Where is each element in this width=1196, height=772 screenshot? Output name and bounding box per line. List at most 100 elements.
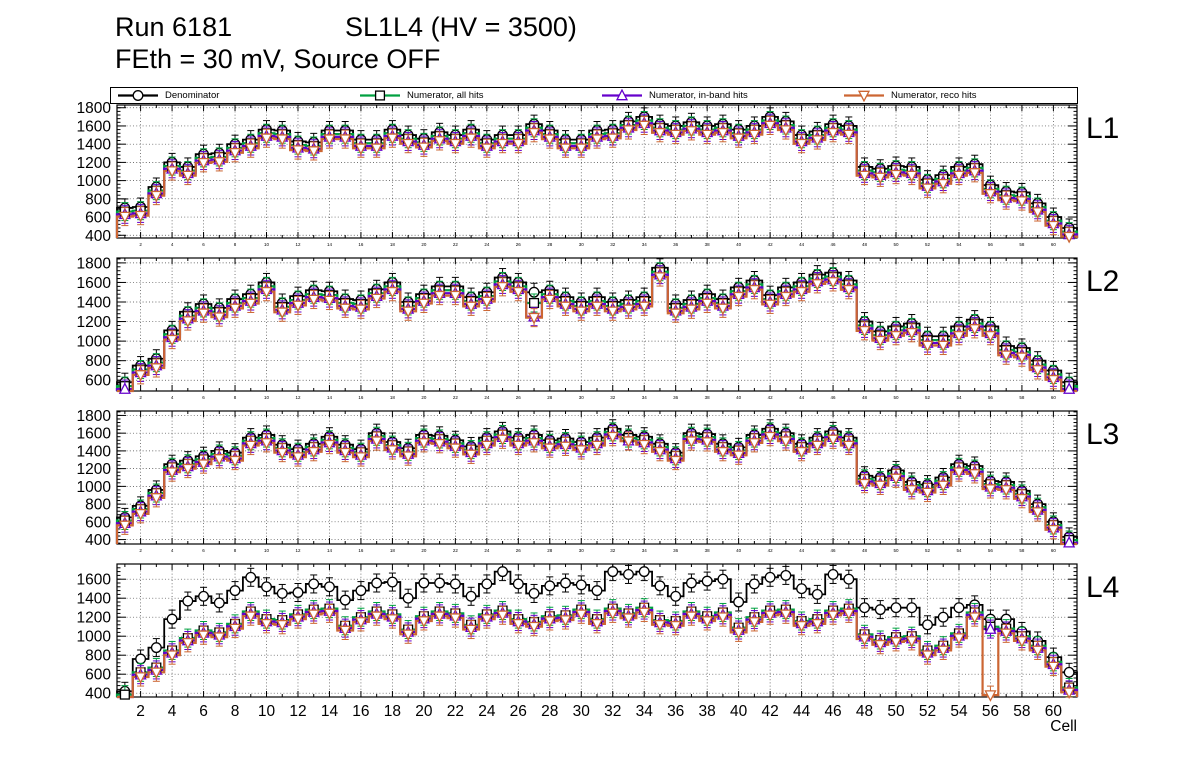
x-tick-label: 16 xyxy=(358,395,364,400)
x-tick-label: 48 xyxy=(862,242,868,247)
y-tick-label: 800 xyxy=(85,191,111,208)
x-tick-label: 36 xyxy=(673,548,679,553)
x-tick-label: 8 xyxy=(234,395,237,400)
x-tick-label: 58 xyxy=(1019,242,1025,247)
y-tick-label: 1200 xyxy=(77,610,112,627)
triangle-down-icon xyxy=(844,90,884,102)
x-tick-label: 38 xyxy=(699,703,716,720)
y-tick-label: 1400 xyxy=(77,295,112,312)
threshold-source-subtitle: FEth = 30 mV, Source OFF xyxy=(115,44,441,74)
y-tick-label: 1000 xyxy=(77,479,112,496)
x-tick-label: 30 xyxy=(573,703,591,720)
x-tick-label: 44 xyxy=(793,703,811,720)
x-tick-label: 20 xyxy=(421,548,427,553)
legend-entry-numerator_reco_hits: Numerator, reco hits xyxy=(843,89,977,102)
x-tick-label: 24 xyxy=(478,703,496,720)
x-tick-label: 40 xyxy=(730,703,748,720)
grid xyxy=(117,258,1077,391)
x-tick-label: 12 xyxy=(295,242,301,247)
legend-label: Numerator, reco hits xyxy=(891,90,977,101)
x-tick-label: 40 xyxy=(736,395,742,400)
x-tick-label: 18 xyxy=(384,703,401,720)
x-tick-label: 24 xyxy=(484,242,490,247)
x-tick-label: 6 xyxy=(199,703,208,720)
x-tick-label: 32 xyxy=(610,242,616,247)
circle-icon xyxy=(118,90,158,101)
x-tick-label: 38 xyxy=(705,242,711,247)
x-tick-label: 10 xyxy=(264,548,270,553)
x-tick-label: 26 xyxy=(516,548,522,553)
legend-entry-numerator_all_hits: Numerator, all hits xyxy=(359,89,484,102)
x-tick-label: 40 xyxy=(736,548,742,553)
x-tick-label: 34 xyxy=(642,395,648,400)
legend-entry-denominator: Denominator xyxy=(117,89,219,102)
y-tick-label: 1400 xyxy=(77,137,112,154)
panel-label-L1: L1 xyxy=(1086,112,1119,145)
y-tick-label: 400 xyxy=(85,228,111,245)
x-tick-label: 12 xyxy=(295,395,301,400)
x-tick-label: 60 xyxy=(1051,395,1057,400)
x-tick-label: 44 xyxy=(799,242,805,247)
x-tick-label: 56 xyxy=(988,395,994,400)
x-tick-label: 12 xyxy=(289,703,306,720)
x-tick-label: 22 xyxy=(453,395,459,400)
x-tick-label: 12 xyxy=(295,548,301,553)
x-tick-label: 2 xyxy=(139,242,142,247)
x-tick-label: 46 xyxy=(831,548,837,553)
x-tick-label: 10 xyxy=(264,242,270,247)
legend-label: Denominator xyxy=(165,90,220,101)
legend-label: Numerator, in-band hits xyxy=(649,90,748,101)
x-tick-label: 54 xyxy=(956,242,962,247)
grid xyxy=(117,105,1077,238)
x-tick-label: 28 xyxy=(547,548,553,553)
x-tick-label: 34 xyxy=(636,703,654,720)
x-tick-label: 58 xyxy=(1019,395,1025,400)
x-tick-label: 30 xyxy=(579,242,585,247)
x-tick-label: 38 xyxy=(705,395,711,400)
square-icon xyxy=(360,90,400,101)
x-tick-label: 4 xyxy=(168,703,177,720)
x-tick-label: 52 xyxy=(925,548,931,553)
x-tick-label: 22 xyxy=(447,703,464,720)
series-denominator-markers xyxy=(119,258,1075,392)
x-tick-label: 46 xyxy=(831,395,837,400)
x-tick-label: 20 xyxy=(415,703,433,720)
x-tick-label: 60 xyxy=(1051,548,1057,553)
x-tick-label: 2 xyxy=(139,548,142,553)
x-tick-label: 2 xyxy=(136,703,145,720)
x-tick-label: 2 xyxy=(139,395,142,400)
x-tick-label: 54 xyxy=(956,548,962,553)
y-tick-label: 1800 xyxy=(77,100,112,117)
x-tick-label: 54 xyxy=(950,703,968,720)
x-tick-label: 18 xyxy=(390,395,396,400)
x-tick-label: 28 xyxy=(547,242,553,247)
y-tick-label: 600 xyxy=(85,373,111,390)
x-tick-label: 34 xyxy=(642,242,648,247)
series-numerator_reco_hits-markers xyxy=(118,427,1060,540)
x-tick-label: 36 xyxy=(673,242,679,247)
y-tick-label: 1600 xyxy=(77,118,112,135)
x-tick-label: 46 xyxy=(824,703,841,720)
x-tick-label: 32 xyxy=(610,395,616,400)
x-tick-label: 26 xyxy=(510,703,527,720)
x-tick-label: 46 xyxy=(831,242,837,247)
x-tick-label: 28 xyxy=(541,703,558,720)
x-tick-label: 6 xyxy=(202,548,205,553)
x-tick-label: 6 xyxy=(202,395,205,400)
y-tick-label: 800 xyxy=(85,353,111,370)
x-tick-label: 54 xyxy=(956,395,962,400)
x-tick-label: 14 xyxy=(327,395,333,400)
legend-entry-numerator_inband_hits: Numerator, in-band hits xyxy=(601,89,748,102)
x-tick-label: 30 xyxy=(579,548,585,553)
y-tick-label: 1600 xyxy=(77,275,112,292)
x-tick-label: 50 xyxy=(894,242,900,247)
x-tick-label: 22 xyxy=(453,548,459,553)
series-denominator-step xyxy=(116,570,1078,697)
x-tick-label: 36 xyxy=(673,395,679,400)
x-tick-label: 4 xyxy=(171,548,174,553)
x-tick-label: 10 xyxy=(258,703,276,720)
legend-label: Numerator, all hits xyxy=(407,90,484,101)
